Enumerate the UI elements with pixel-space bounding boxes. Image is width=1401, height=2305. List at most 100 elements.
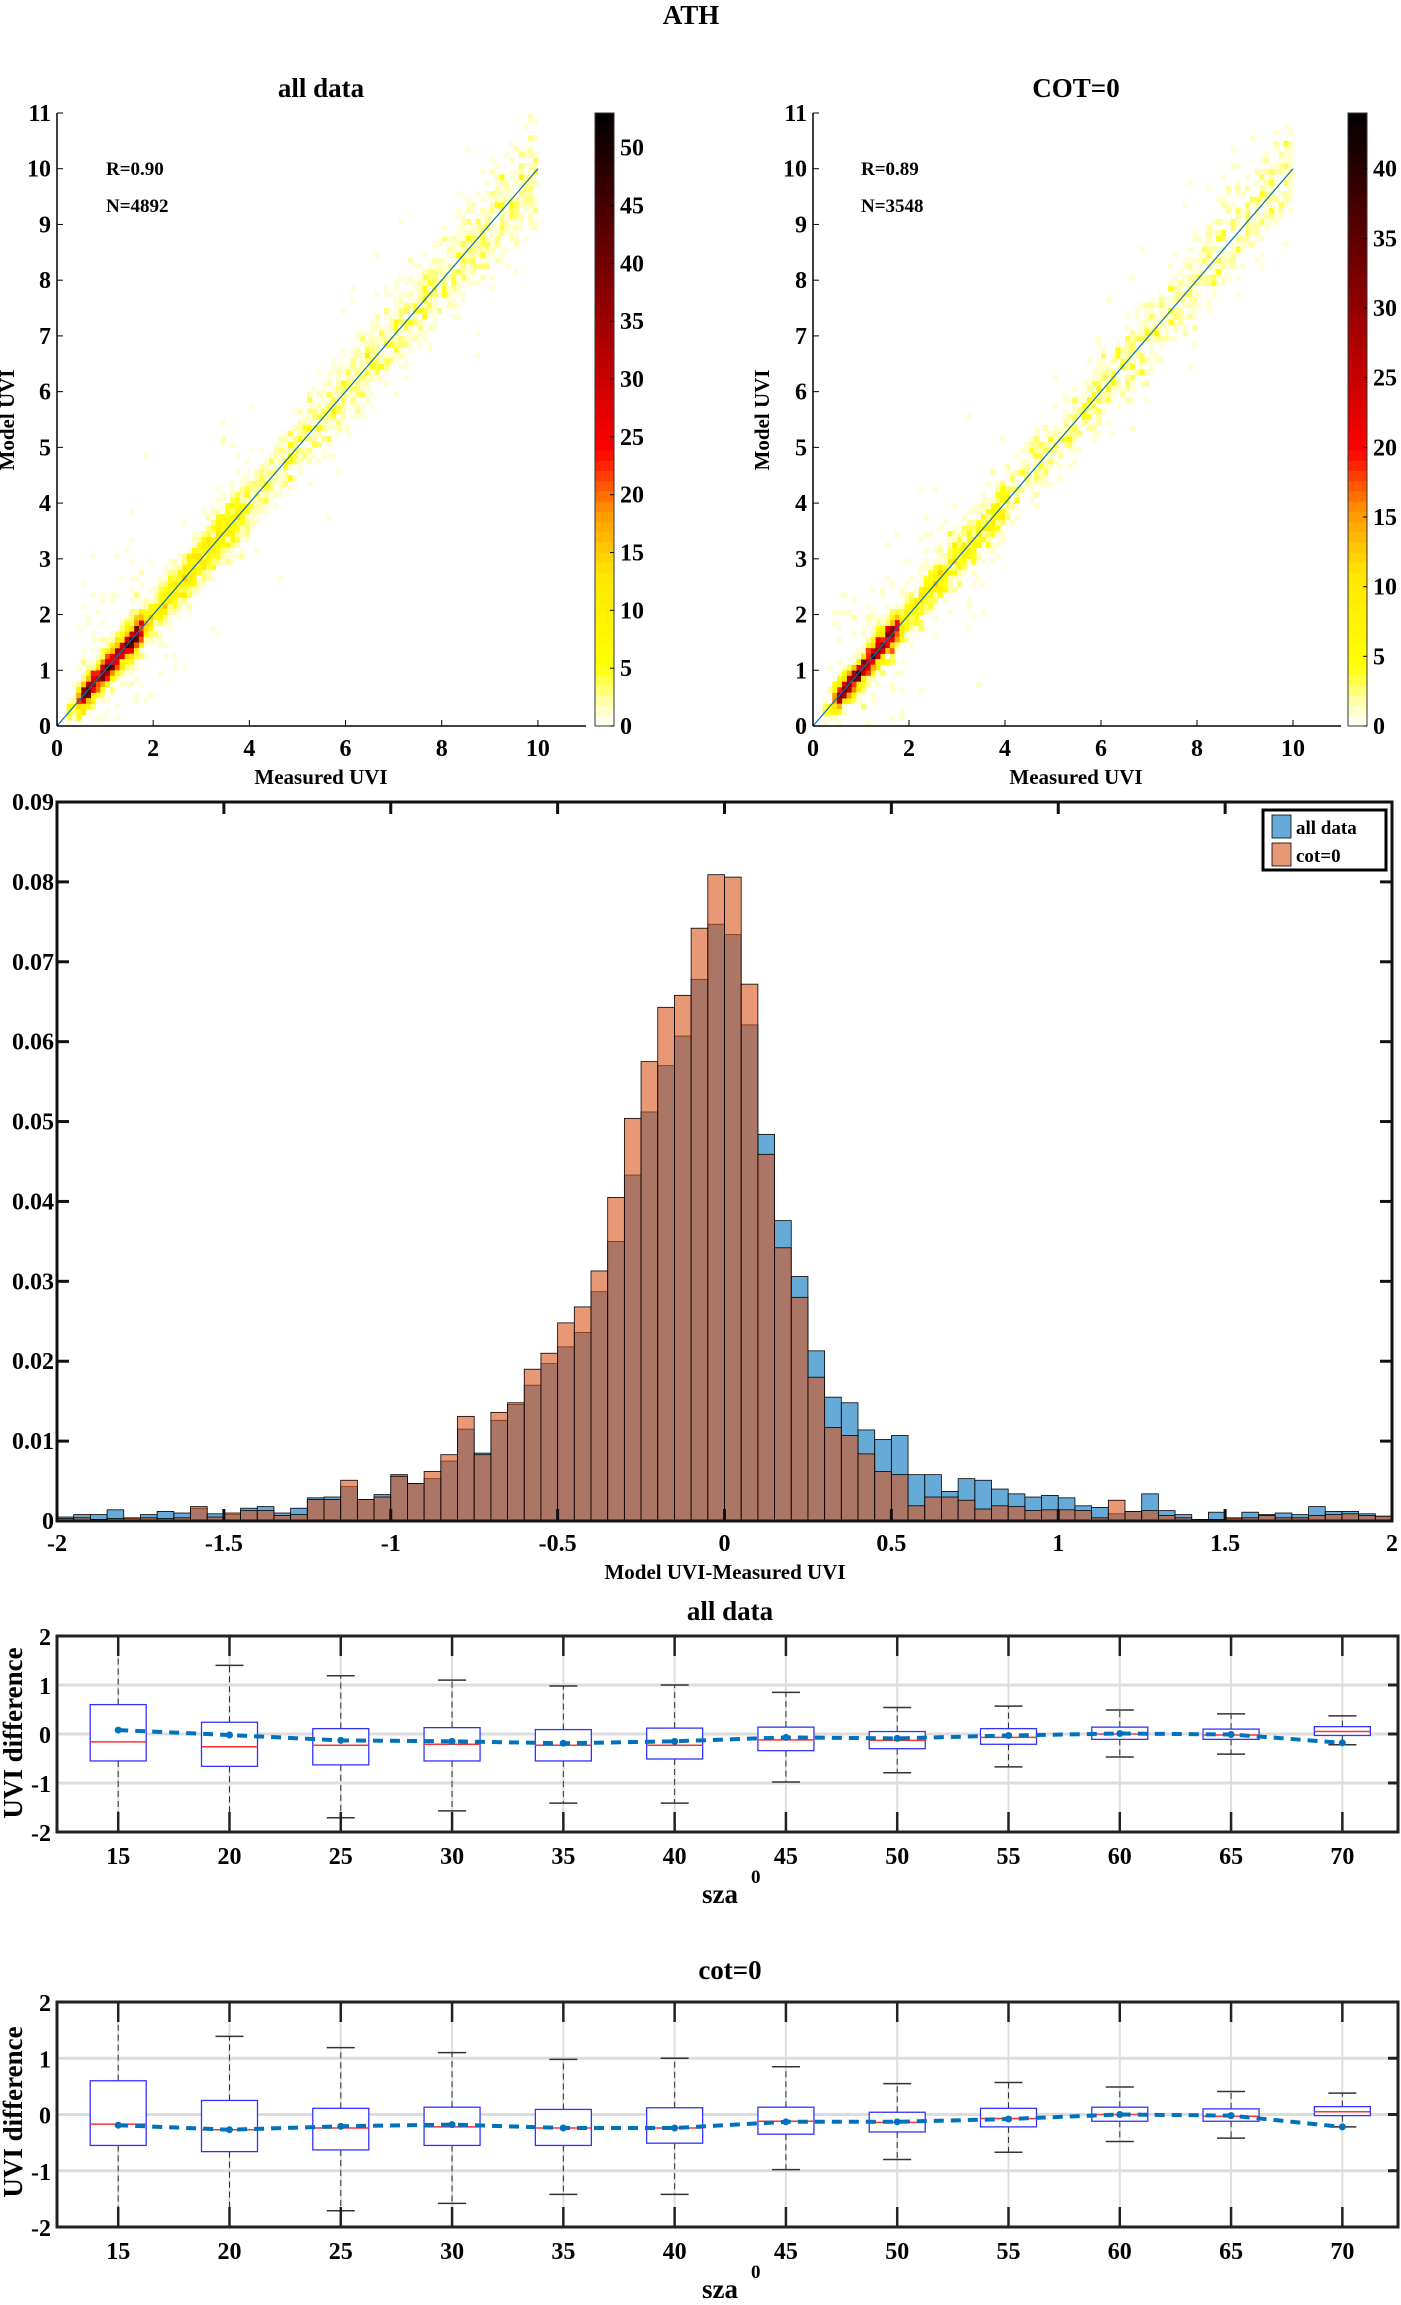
density-cell xyxy=(1173,274,1179,281)
density-cell xyxy=(384,330,390,337)
density-cell xyxy=(239,531,245,537)
density-cell xyxy=(177,614,183,621)
density-cell xyxy=(971,570,977,576)
density-cell xyxy=(129,648,135,654)
density-cell xyxy=(1043,441,1049,448)
density-cell xyxy=(133,648,139,654)
density-cell xyxy=(206,564,212,571)
density-cell xyxy=(1019,458,1025,465)
density-cell xyxy=(1264,152,1270,158)
density-cell xyxy=(109,664,115,671)
density-cell xyxy=(374,291,380,298)
density-cell xyxy=(1187,274,1193,281)
density-cell xyxy=(129,625,135,632)
boxplot-cot0-xlabel-superscript: 0 xyxy=(751,2262,761,2283)
density-cell xyxy=(1259,252,1265,259)
density-cell xyxy=(81,703,87,710)
density-cell xyxy=(81,648,87,654)
density-cell xyxy=(1249,224,1255,231)
density-cell xyxy=(942,519,948,526)
density-cell xyxy=(364,347,370,353)
density-cell xyxy=(446,235,452,242)
density-cell xyxy=(1211,218,1217,225)
density-cell xyxy=(340,386,346,392)
density-cell xyxy=(846,664,852,671)
density-cell xyxy=(875,631,881,638)
colorbar-segment xyxy=(1348,521,1367,533)
density-cell xyxy=(201,575,207,582)
density-cell xyxy=(138,636,144,643)
density-cell xyxy=(1278,213,1284,220)
density-cell xyxy=(210,531,216,537)
density-cell xyxy=(355,391,361,398)
density-cell xyxy=(1014,491,1020,498)
density-cell xyxy=(480,168,486,175)
density-cell xyxy=(403,352,409,359)
density-cell xyxy=(311,419,317,426)
y-tick-label: -2 xyxy=(31,1821,51,1847)
density-cell xyxy=(856,692,862,699)
density-cell xyxy=(76,709,82,716)
density-cell xyxy=(937,592,943,599)
density-cell xyxy=(230,486,236,493)
density-cell xyxy=(1288,191,1294,197)
density-cell xyxy=(436,241,442,248)
density-cell xyxy=(81,670,87,677)
density-cell xyxy=(456,230,462,236)
colorbar-segment xyxy=(595,674,614,686)
density-cell xyxy=(374,347,380,353)
density-cell xyxy=(966,413,972,420)
density-cell xyxy=(186,581,192,587)
density-cell xyxy=(1173,291,1179,298)
density-cell xyxy=(465,230,471,236)
density-cell xyxy=(947,542,953,548)
density-cell xyxy=(1129,358,1135,365)
density-cell xyxy=(297,430,303,437)
density-cell xyxy=(885,542,891,548)
density-cell xyxy=(138,620,144,626)
colorbar-segment xyxy=(1348,470,1367,482)
density-cell xyxy=(976,519,982,526)
density-cell xyxy=(186,586,192,593)
density-cell xyxy=(331,408,337,415)
density-cell xyxy=(837,703,843,710)
density-cell xyxy=(239,503,245,509)
density-cell xyxy=(1201,257,1207,264)
density-cell xyxy=(1221,235,1227,242)
histogram-bar xyxy=(190,1506,208,1522)
y-tick-label: 1 xyxy=(39,2047,51,2073)
density-cell xyxy=(1288,196,1294,203)
density-cell xyxy=(379,358,385,365)
density-cell xyxy=(1105,391,1111,398)
density-cell xyxy=(1043,475,1049,482)
colorbar-tick-label: 10 xyxy=(620,598,644,624)
density-cell xyxy=(1072,425,1078,431)
density-cell xyxy=(485,207,491,214)
density-cell xyxy=(485,241,491,248)
density-cell xyxy=(100,664,106,671)
density-cell xyxy=(1149,296,1155,303)
density-cell xyxy=(928,575,934,582)
density-cell xyxy=(518,202,524,209)
density-cell xyxy=(162,575,168,582)
density-cell xyxy=(1245,224,1251,231)
density-cell xyxy=(1197,280,1203,287)
density-cell xyxy=(417,341,423,348)
density-cell xyxy=(403,374,409,381)
density-cell xyxy=(461,257,467,264)
density-cell xyxy=(894,642,900,649)
density-cell xyxy=(1177,269,1183,275)
density-cell xyxy=(1086,408,1092,415)
density-cell xyxy=(254,486,260,493)
density-cell xyxy=(153,631,159,638)
density-cell xyxy=(422,274,428,281)
density-cell xyxy=(360,363,366,370)
density-cell xyxy=(326,397,332,404)
density-cell xyxy=(196,570,202,576)
x-tick-label: 30 xyxy=(440,1844,464,1870)
density-cell xyxy=(465,280,471,287)
density-cell xyxy=(201,542,207,548)
density-cell xyxy=(475,352,481,359)
density-cell xyxy=(331,452,337,459)
